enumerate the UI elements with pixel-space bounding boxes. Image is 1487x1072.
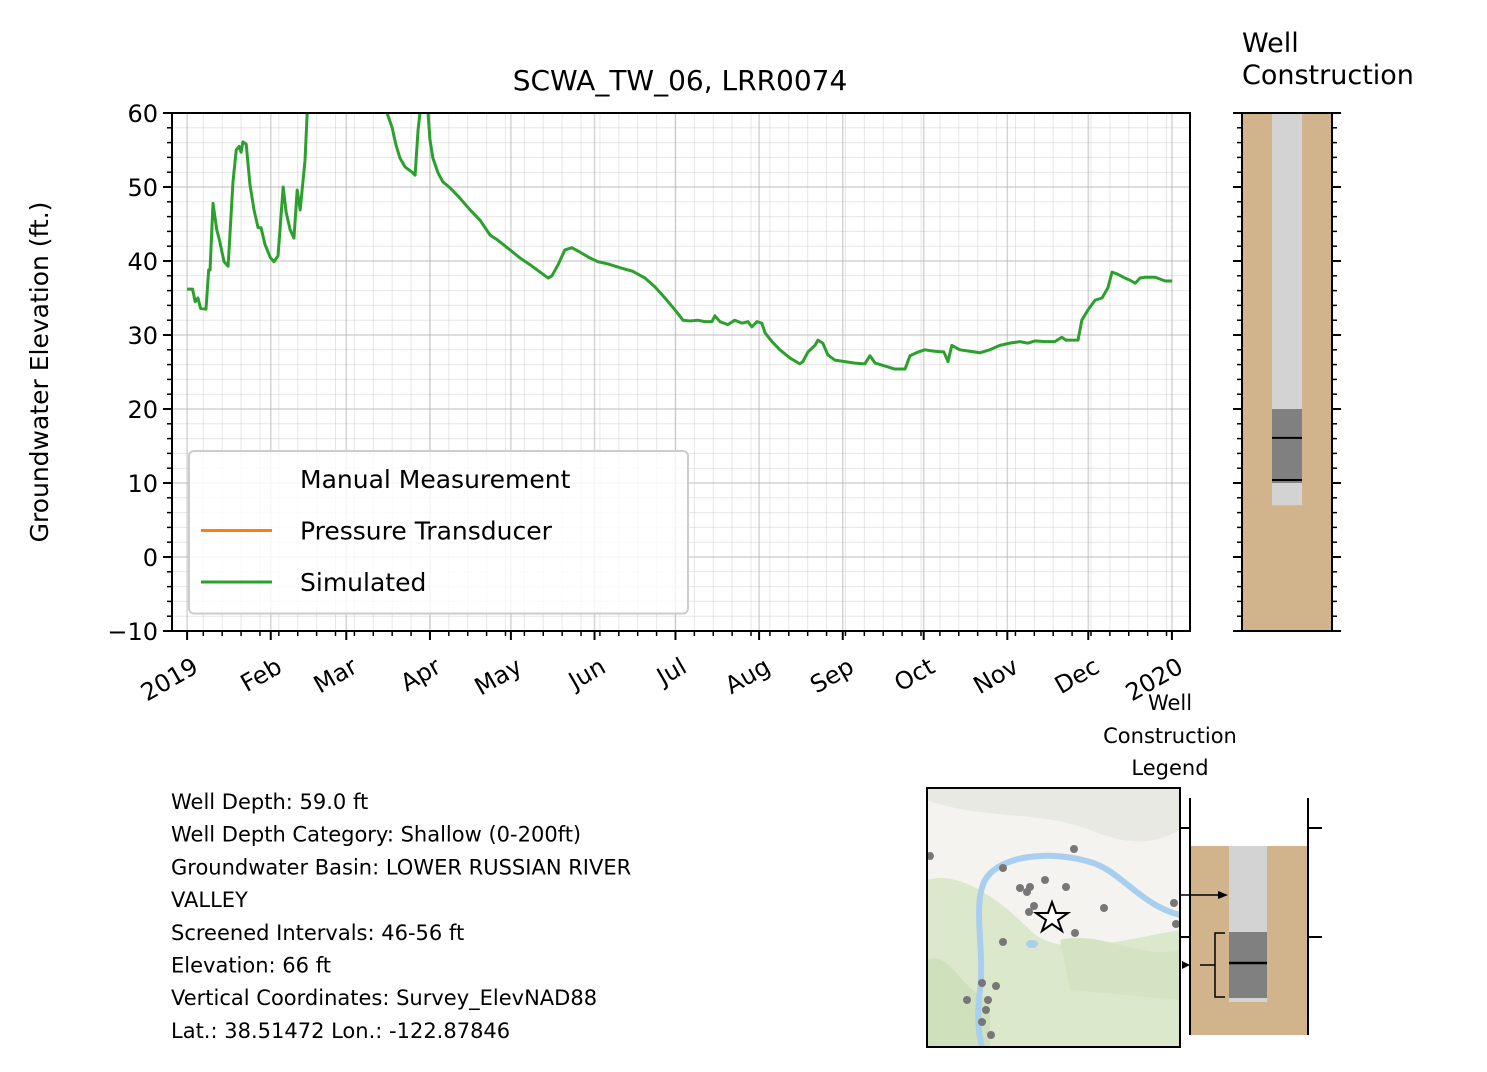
- legend-panel-title: Legend: [1131, 756, 1208, 780]
- info-line: Well Depth Category: Shallow (0-200ft): [171, 823, 581, 847]
- map-frame: [926, 787, 1181, 1048]
- plot-area: [187, 113, 1173, 371]
- legend-label: Manual Measurement: [300, 465, 571, 494]
- y-tick-label: 20: [127, 396, 158, 424]
- data-line: [187, 113, 1173, 371]
- y-axis-label: Groundwater Elevation (ft.): [25, 202, 54, 543]
- panel-title: Well: [1242, 28, 1299, 59]
- y-tick-label: 10: [127, 470, 158, 498]
- screen: [1272, 409, 1302, 483]
- info-line: Elevation: 66 ft: [171, 954, 331, 978]
- well-plot: [1242, 113, 1332, 631]
- y-tick-label: −10: [107, 618, 158, 646]
- info-line: Vertical Coordinates: Survey_ElevNAD88: [171, 986, 597, 1011]
- info-line: Screened Intervals: 46-56 ft: [171, 921, 464, 945]
- axes-frame: [171, 112, 1191, 632]
- legend-panel-title: Construction: [1103, 724, 1237, 748]
- y-tick-label: 40: [127, 248, 158, 276]
- info-line: Groundwater Basin: LOWER RUSSIAN RIVER: [171, 855, 631, 879]
- location-map: [927, 788, 1180, 1047]
- info-text: Well Depth: 59.0 ft Well Depth Category: …: [171, 790, 631, 1043]
- panel-title: Construction: [1242, 60, 1414, 91]
- legend-label: Pressure Transducer: [300, 517, 553, 546]
- legend-label: Simulated: [300, 568, 426, 597]
- legend-frame: [188, 450, 689, 615]
- well-legend-schematic: [1180, 798, 1322, 1035]
- y-tick-label: 30: [127, 322, 158, 350]
- chart-title: SCWA_TW_06, LRR0074: [513, 64, 848, 97]
- info-line: Well Depth: 59.0 ft: [171, 790, 368, 814]
- y-tick-label: 60: [127, 100, 158, 128]
- info-line: Lat.: 38.51472 Lon.: -122.87846: [171, 1019, 510, 1043]
- y-tick-label: 0: [143, 544, 158, 572]
- y-tick-label: 50: [127, 174, 158, 202]
- axes-frame: [1241, 112, 1333, 632]
- info-line: VALLEY: [171, 888, 248, 912]
- legend-panel-title: Well: [1148, 691, 1192, 715]
